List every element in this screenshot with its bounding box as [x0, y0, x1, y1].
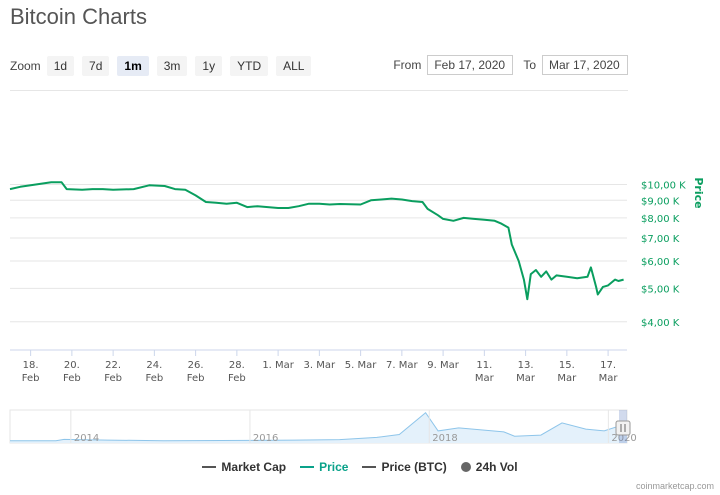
- zoom-label: Zoom: [10, 59, 41, 73]
- price-chart: $10,00 K $9,00 K $8,00 K $7,00 K $6,00 K $5,0…: [9, 177, 705, 444]
- legend-line-swatch: [202, 466, 217, 468]
- y-tick-label: $8,00 K: [641, 214, 680, 225]
- legend-dot-swatch: [460, 462, 471, 472]
- to-label: To: [523, 58, 536, 72]
- to-date-input[interactable]: Mar 17, 2020: [542, 55, 628, 75]
- legend: Market Cap Price Price (BTC) 24h Vol: [0, 460, 720, 474]
- zoom-1d-button[interactable]: 1d: [46, 56, 75, 76]
- from-label: From: [393, 58, 422, 72]
- x-tick-label: 17.: [600, 360, 616, 371]
- legend-label: Market Cap: [221, 460, 287, 474]
- x-tick-label: 15.: [559, 360, 575, 371]
- x-tick-label: 9. Mar: [427, 360, 459, 371]
- x-tick-label: 26.: [188, 360, 204, 371]
- price-series-line: [9, 181, 624, 301]
- zoom-1m-button[interactable]: 1m: [117, 56, 149, 76]
- toolbar-divider: [10, 90, 628, 91]
- legend-label: 24h Vol: [475, 460, 518, 474]
- navigator-year-label: 2016: [253, 433, 278, 444]
- date-range: From Feb 17, 2020 To Mar 17, 2020: [393, 55, 628, 75]
- y-tick-label: $9,00 K: [641, 196, 680, 207]
- x-tick-label: 22.: [105, 360, 121, 371]
- credits-link[interactable]: coinmarketcap.com: [635, 481, 714, 491]
- zoom-controls: Zoom 1d 7d 1m 3m 1y YTD ALL: [10, 55, 319, 77]
- legend-label: Price (BTC): [381, 460, 447, 474]
- x-tick-label: 18.: [23, 360, 39, 371]
- x-tick-label: 24.: [146, 360, 162, 371]
- x-tick-label: Feb: [146, 373, 164, 384]
- y-tick-label: $5,00 K: [641, 284, 680, 295]
- x-tick-label: Feb: [187, 373, 205, 384]
- legend-line-swatch: [300, 466, 315, 468]
- legend-item-price-btc[interactable]: Price (BTC): [362, 460, 447, 474]
- navigator-line: [9, 411, 628, 442]
- x-tick-label: Mar: [475, 373, 495, 384]
- x-tick-label: 7. Mar: [386, 360, 418, 371]
- y-tick-label: $10,00 K: [641, 181, 686, 192]
- y-tick-label: $6,00 K: [641, 257, 680, 268]
- legend-item-price[interactable]: Price: [300, 460, 348, 474]
- zoom-7d-button[interactable]: 7d: [82, 56, 110, 76]
- navigator-area: [10, 412, 627, 443]
- x-tick-label: Feb: [228, 373, 246, 384]
- legend-label: Price: [319, 460, 349, 474]
- x-tick-label: 3. Mar: [304, 360, 336, 371]
- x-tick-label: 5. Mar: [345, 360, 377, 371]
- navigator-handle[interactable]: [615, 420, 631, 436]
- legend-line-swatch: [362, 466, 377, 468]
- legend-item-market-cap[interactable]: Market Cap: [202, 460, 286, 474]
- x-tick-label: 1. Mar: [262, 360, 294, 371]
- y-axis-title: Price: [692, 177, 705, 208]
- x-tick-label: Feb: [63, 373, 81, 384]
- from-date-input[interactable]: Feb 17, 2020: [427, 55, 514, 75]
- navigator-handle-box: [615, 420, 631, 436]
- y-tick-label: $4,00 K: [641, 318, 680, 329]
- x-tick-label: 13.: [518, 360, 534, 371]
- x-tick-label: 11.: [476, 360, 492, 371]
- navigator-year-label: 2014: [74, 433, 99, 444]
- navigator-year-label: 2020: [611, 433, 636, 444]
- x-tick-label: 28.: [229, 360, 245, 371]
- y-tick-label: $7,00 K: [641, 234, 680, 245]
- x-tick-label: Feb: [104, 373, 122, 384]
- x-tick-label: Mar: [516, 373, 536, 384]
- x-tick-label: 20.: [64, 360, 80, 371]
- zoom-all-button[interactable]: ALL: [276, 56, 312, 76]
- navigator-year-label: 2018: [432, 433, 457, 444]
- x-tick-label: Mar: [557, 373, 577, 384]
- page-title: Bitcoin Charts: [10, 4, 147, 29]
- zoom-ytd-button[interactable]: YTD: [230, 56, 269, 76]
- legend-item-24h-vol[interactable]: 24h Vol: [460, 460, 518, 474]
- x-tick-label: Mar: [599, 373, 619, 384]
- zoom-1y-button[interactable]: 1y: [195, 56, 223, 76]
- x-tick-label: Feb: [22, 373, 40, 384]
- zoom-3m-button[interactable]: 3m: [156, 56, 188, 76]
